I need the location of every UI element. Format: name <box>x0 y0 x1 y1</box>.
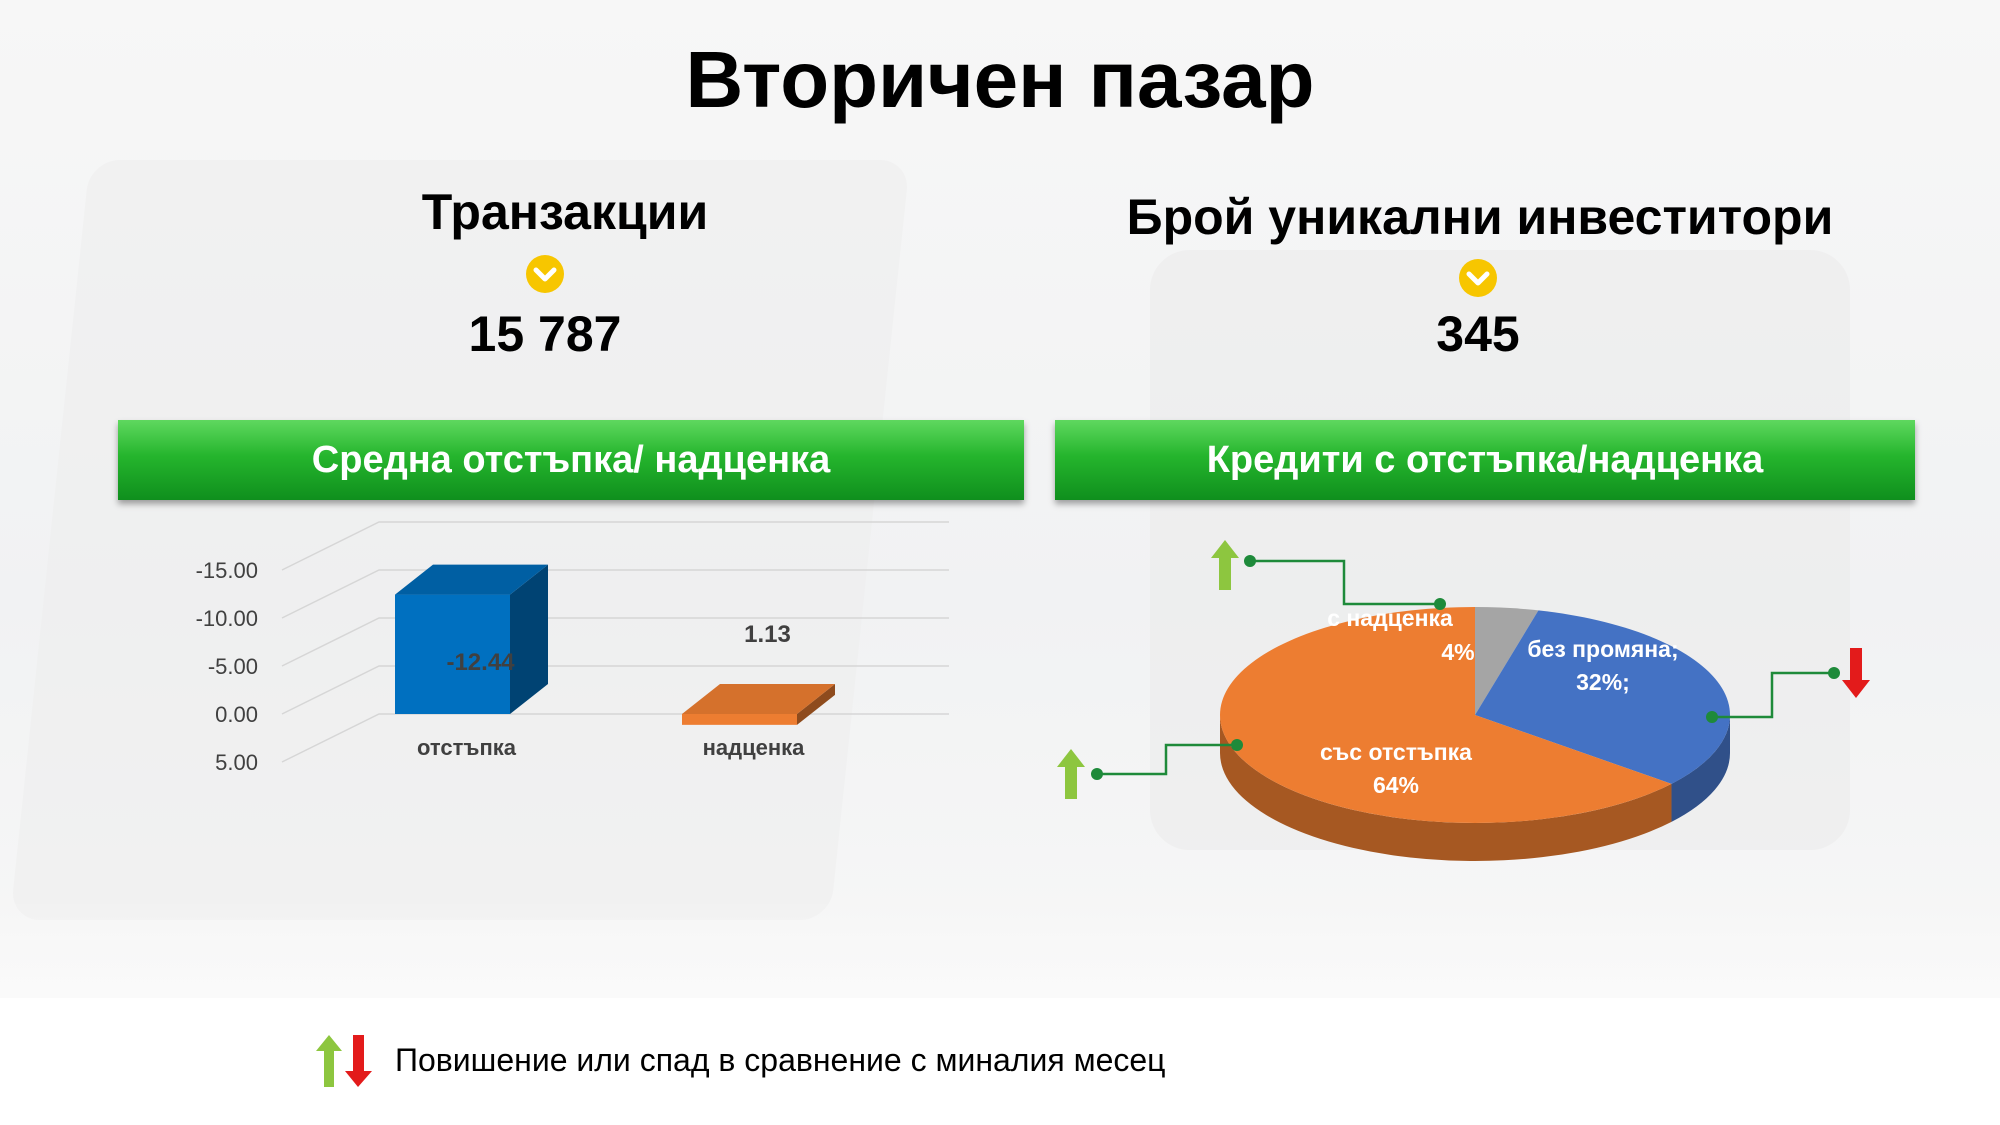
slice-value-label: 32%; <box>1576 669 1630 695</box>
gridline <box>281 569 949 619</box>
page-title: Вторичен пазар <box>685 35 1315 124</box>
y-tick-label: -15.00 <box>196 558 258 583</box>
chevron-down-icon <box>526 255 564 293</box>
chevron-down-icon <box>1459 259 1497 297</box>
gridline <box>281 617 949 667</box>
connector-dot <box>1706 711 1718 723</box>
connector-dot <box>1244 555 1256 567</box>
investors-title: Брой уникални инвеститори <box>1126 189 1834 245</box>
connector-dot <box>1828 667 1840 679</box>
slice-label: с надценка <box>1327 605 1453 631</box>
bar-value-label: 1.13 <box>744 621 791 648</box>
bar-value-label: -12.44 <box>446 649 515 676</box>
investors-value: 345 <box>1436 306 1520 362</box>
credits-banner: Кредити с отстъпка/надценка <box>1055 420 1915 500</box>
pie-side <box>1220 715 1672 861</box>
y-tick-label: -10.00 <box>196 606 258 631</box>
gridline <box>281 665 949 715</box>
connector-line <box>1097 743 1237 776</box>
pie-slice <box>1475 610 1730 784</box>
up-arrow-icon <box>1211 540 1239 590</box>
bar-side <box>510 564 548 714</box>
up-down-arrows-icon <box>316 1035 372 1087</box>
connector-line <box>1250 559 1440 606</box>
up-arrow-icon <box>1057 749 1085 799</box>
connector-line <box>1712 671 1834 719</box>
transactions-value: 15 787 <box>468 306 622 362</box>
bar-top <box>395 564 548 595</box>
y-tick-label: 0.00 <box>215 702 258 727</box>
pie-slice <box>1475 607 1539 715</box>
connector-dot <box>1091 768 1103 780</box>
avg-discount-banner: Средна отстъпка/ надценка <box>118 420 1024 500</box>
legend-text: Повишение или спад в сравнение с миналия… <box>395 1042 1166 1078</box>
pie-slice <box>1220 607 1672 823</box>
slice-label: без промяна; <box>1527 636 1678 662</box>
connector-dot <box>1231 739 1243 751</box>
category-label: надценка <box>703 735 806 760</box>
slice-value-label: 4% <box>1441 639 1474 665</box>
category-label: отстъпка <box>417 735 517 760</box>
y-tick-label: -5.00 <box>208 654 258 679</box>
bar-top <box>682 684 835 714</box>
bar-side <box>797 684 835 725</box>
gridline <box>281 713 949 763</box>
gridline <box>281 521 949 571</box>
slice-value-label: 64% <box>1373 772 1419 798</box>
background-photo <box>0 0 2000 1000</box>
y-tick-label: 5.00 <box>215 750 258 775</box>
connector-dot <box>1434 598 1446 610</box>
transactions-title: Транзакции <box>421 184 709 240</box>
bar-front <box>682 714 797 725</box>
slice-label: със отстъпка <box>1320 739 1472 765</box>
down-arrow-icon <box>1842 648 1870 698</box>
background-fade <box>0 900 2000 1000</box>
bar-front <box>395 594 510 714</box>
pie-side <box>1671 715 1730 822</box>
